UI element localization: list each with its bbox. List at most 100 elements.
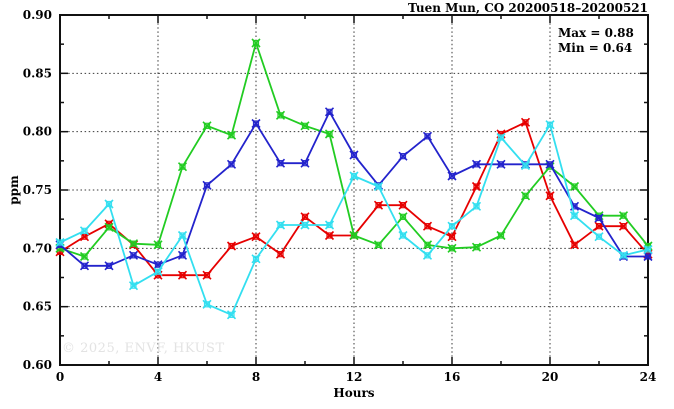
marker-cross (422, 131, 433, 141)
marker-cross (398, 200, 408, 210)
x-tick-label: 8 (252, 370, 260, 384)
marker-cross (202, 299, 212, 309)
marker-cross (545, 191, 555, 201)
series-green-markers (55, 38, 653, 262)
marker-cross (349, 230, 359, 241)
y-tick-label: 0.90 (23, 8, 52, 22)
marker-cross (545, 159, 555, 169)
marker-cross (447, 232, 457, 242)
marker-cross (447, 171, 457, 181)
marker-cross (422, 250, 433, 260)
series-green (55, 38, 653, 262)
x-tick-label: 0 (56, 370, 64, 384)
y-tick-label: 0.65 (23, 300, 52, 314)
x-tick-label: 20 (542, 370, 559, 384)
marker-cross (324, 230, 335, 241)
marker-cross (128, 281, 139, 291)
marker-cross (373, 240, 384, 250)
x-tick-label: 12 (346, 370, 363, 384)
marker-cross (447, 221, 457, 231)
marker-cross (496, 132, 506, 143)
marker-cross (202, 180, 212, 190)
marker-cross (422, 221, 433, 231)
marker-cross (569, 211, 580, 221)
x-tick-label: 4 (154, 370, 162, 384)
marker-cross (398, 212, 408, 222)
marker-cross (373, 181, 384, 192)
x-tick-label: 16 (444, 370, 461, 384)
marker-cross (251, 38, 261, 48)
marker-cross (177, 162, 188, 172)
marker-cross (618, 221, 629, 231)
max-annotation: Max = 0.88 (558, 26, 634, 40)
chart-title: Tuen Mun, CO 20200518–20200521 (408, 1, 648, 15)
marker-cross (545, 120, 555, 130)
marker-cross (569, 181, 580, 192)
marker-cross (471, 242, 482, 252)
marker-cross (300, 220, 310, 230)
marker-cross (177, 250, 188, 260)
marker-cross (226, 241, 237, 251)
marker-cross (128, 239, 139, 249)
series-cyan (55, 120, 653, 320)
watermark: © 2025, ENVF, HKUST (62, 341, 225, 356)
marker-cross (275, 220, 286, 230)
marker-cross (324, 220, 335, 230)
marker-cross (398, 230, 408, 241)
marker-cross (447, 243, 457, 253)
y-tick-label: 0.70 (23, 241, 52, 255)
marker-cross (79, 261, 90, 271)
marker-cross (104, 199, 114, 209)
marker-cross (520, 191, 531, 201)
marker-cross (202, 121, 212, 131)
axis-ticks (59, 14, 649, 366)
x-tick-label: 24 (640, 370, 657, 384)
marker-cross (300, 212, 310, 222)
marker-cross (373, 200, 384, 210)
marker-cross (55, 237, 65, 248)
marker-cross (594, 213, 604, 223)
marker-cross (202, 270, 212, 280)
marker-cross (324, 107, 335, 117)
marker-cross (618, 211, 629, 221)
y-tick-label: 0.80 (23, 125, 52, 139)
marker-cross (594, 232, 604, 242)
y-axis-label: ppm (7, 175, 21, 205)
marker-cross (643, 251, 653, 262)
marker-cross (520, 117, 531, 127)
marker-cross (251, 254, 261, 264)
marker-cross (226, 310, 237, 320)
marker-cross (300, 121, 310, 131)
marker-cross (300, 158, 310, 168)
marker-cross (251, 232, 261, 242)
series-red-line (59, 121, 649, 277)
marker-cross (177, 270, 188, 280)
marker-cross (569, 240, 580, 250)
marker-cross (349, 171, 359, 181)
marker-cross (471, 159, 482, 169)
marker-cross (153, 240, 163, 250)
marker-cross (177, 230, 188, 241)
gridlines (60, 15, 648, 365)
series-cyan-markers (55, 120, 653, 320)
marker-cross (471, 201, 482, 211)
marker-cross (618, 250, 629, 260)
marker-cross (422, 240, 433, 250)
min-annotation: Min = 0.64 (558, 41, 633, 55)
marker-cross (275, 249, 286, 259)
y-tick-label: 0.85 (23, 66, 52, 80)
tick-labels: 0 4 8 12 16 20 24 0.60 0.65 0.70 0.75 0.80 0.85 0.90 (23, 8, 657, 384)
x-axis-label: Hours (333, 386, 375, 400)
y-tick-label: 0.75 (23, 183, 52, 197)
marker-cross (643, 244, 653, 255)
marker-cross (226, 159, 237, 169)
marker-cross (496, 159, 506, 169)
marker-cross (275, 158, 286, 168)
marker-cross (520, 160, 531, 171)
marker-cross (79, 251, 90, 262)
marker-cross (153, 267, 163, 277)
marker-cross (104, 261, 114, 271)
marker-cross (398, 151, 408, 161)
